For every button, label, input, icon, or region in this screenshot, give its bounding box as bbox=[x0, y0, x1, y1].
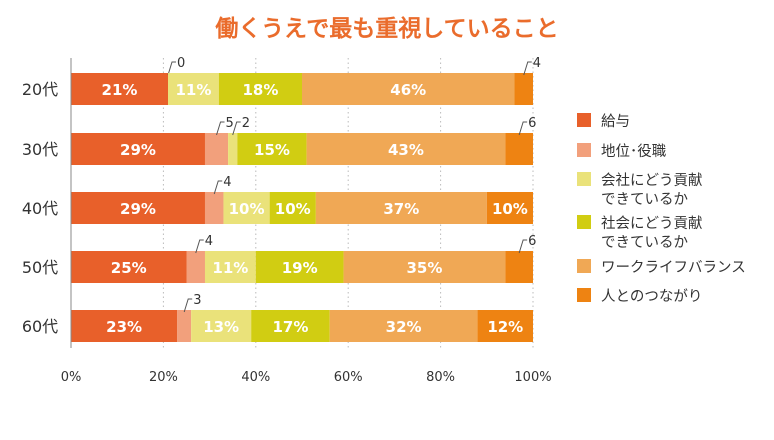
leader-line bbox=[523, 61, 532, 76]
bar-segment bbox=[477, 310, 533, 342]
legend-label: 人とのつながり bbox=[601, 288, 702, 305]
bar-segment bbox=[505, 251, 533, 283]
data-label: 11% bbox=[175, 81, 211, 99]
bar-segment bbox=[329, 310, 478, 342]
data-label: 4 bbox=[205, 234, 213, 249]
data-label: 6 bbox=[528, 234, 536, 249]
bar-segment bbox=[71, 73, 169, 105]
bar-segment bbox=[315, 192, 487, 224]
legend-swatch bbox=[577, 113, 591, 127]
data-label: 29% bbox=[120, 141, 156, 159]
category-label: 60代 bbox=[22, 317, 58, 336]
data-label: 0 bbox=[177, 56, 185, 71]
bar-segment bbox=[255, 251, 344, 283]
category-label: 50代 bbox=[22, 258, 58, 277]
x-tick-label: 40% bbox=[241, 370, 270, 385]
data-label: 17% bbox=[272, 318, 308, 336]
leader-line bbox=[195, 239, 204, 254]
bar-segment bbox=[343, 251, 506, 283]
data-label: 13% bbox=[203, 318, 239, 336]
legend-swatch bbox=[577, 259, 591, 273]
bar-segment bbox=[228, 133, 238, 165]
bar-segment bbox=[505, 133, 533, 165]
bar-segment bbox=[71, 251, 187, 283]
x-tick-label: 100% bbox=[514, 370, 551, 385]
bar-segment bbox=[177, 310, 192, 342]
legend-swatch bbox=[577, 215, 591, 229]
x-tick-label: 60% bbox=[334, 370, 363, 385]
category-label: 30代 bbox=[22, 140, 58, 159]
bar-segment bbox=[204, 192, 224, 224]
data-label: 21% bbox=[102, 81, 138, 99]
legend-swatch bbox=[577, 143, 591, 157]
chart-title: 働くうえで最も重視していること bbox=[214, 16, 558, 42]
bar-segment bbox=[71, 192, 205, 224]
data-label: 25% bbox=[111, 259, 147, 277]
data-label: 4 bbox=[223, 175, 231, 190]
leader-line bbox=[518, 121, 528, 136]
data-label: 46% bbox=[390, 81, 426, 99]
bar-segment bbox=[486, 192, 533, 224]
bar-segment bbox=[223, 192, 270, 224]
data-label: 37% bbox=[383, 200, 419, 218]
legend-label: 地位･役職 bbox=[601, 143, 667, 160]
category-label: 20代 bbox=[22, 80, 58, 99]
data-label: 10% bbox=[492, 200, 528, 218]
leader-line bbox=[518, 239, 528, 254]
legend-swatch bbox=[577, 288, 591, 302]
bar-segment bbox=[191, 310, 252, 342]
leader-line bbox=[216, 121, 225, 136]
data-label: 35% bbox=[406, 259, 442, 277]
legend-swatch bbox=[577, 172, 591, 186]
bar-segment bbox=[218, 73, 302, 105]
data-label: 2 bbox=[242, 116, 250, 131]
data-label: 32% bbox=[386, 318, 422, 336]
bar-segment bbox=[514, 73, 533, 105]
data-label: 15% bbox=[254, 141, 290, 159]
bar-segment bbox=[302, 73, 515, 105]
data-label: 12% bbox=[487, 318, 523, 336]
data-label: 6 bbox=[528, 116, 536, 131]
bar-segment bbox=[306, 133, 506, 165]
leader-line bbox=[213, 180, 223, 195]
bar-segment bbox=[204, 251, 256, 283]
data-label: 43% bbox=[388, 141, 424, 159]
legend-label: 社会にどう貢献 bbox=[601, 215, 703, 232]
data-label: 11% bbox=[212, 259, 248, 277]
legend-label: できているか bbox=[601, 234, 688, 251]
bar-segment bbox=[204, 133, 229, 165]
x-tick-label: 0% bbox=[61, 370, 82, 385]
data-label: 18% bbox=[242, 81, 278, 99]
category-label: 40代 bbox=[22, 199, 58, 218]
leader-line bbox=[183, 298, 193, 313]
data-label: 10% bbox=[275, 200, 311, 218]
bar-segment bbox=[186, 251, 205, 283]
legend-label: できているか bbox=[601, 191, 688, 208]
data-label: 10% bbox=[229, 200, 265, 218]
data-label: 19% bbox=[282, 259, 318, 277]
bar-segment bbox=[168, 73, 219, 105]
leader-line bbox=[167, 61, 177, 76]
x-tick-label: 20% bbox=[149, 370, 178, 385]
legend-label: 会社にどう貢献 bbox=[601, 172, 703, 189]
leader-line bbox=[232, 121, 241, 136]
x-tick-label: 80% bbox=[426, 370, 455, 385]
data-label: 29% bbox=[120, 200, 156, 218]
data-label: 23% bbox=[106, 318, 142, 336]
bar-segment bbox=[251, 310, 330, 342]
bar-segment bbox=[237, 133, 307, 165]
bar-segment bbox=[71, 133, 205, 165]
legend-label: 給与 bbox=[601, 113, 630, 130]
bar-segment bbox=[269, 192, 316, 224]
data-label: 3 bbox=[193, 293, 201, 308]
data-label: 5 bbox=[226, 116, 234, 131]
data-label: 4 bbox=[533, 56, 541, 71]
legend-label: ワークライフバランス bbox=[601, 259, 746, 276]
bar-segment bbox=[71, 310, 178, 342]
